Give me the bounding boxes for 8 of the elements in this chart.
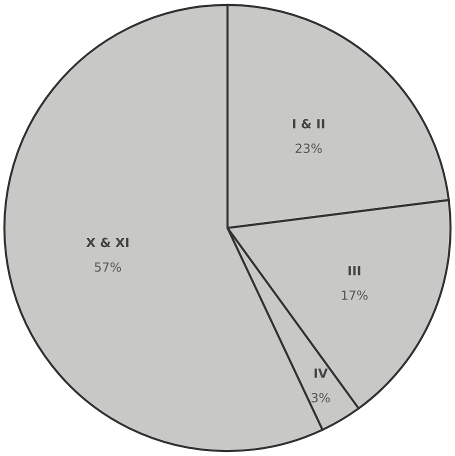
data-label: 3% <box>312 392 330 402</box>
slice-label: X & XI <box>86 238 128 248</box>
slice-label: I & II <box>292 119 324 128</box>
slice-label: III <box>348 266 360 276</box>
data-label: 17% <box>342 290 368 300</box>
slice-label: IV <box>314 368 328 378</box>
data-label: 23% <box>296 144 322 153</box>
data-label: 57% <box>94 262 121 272</box>
